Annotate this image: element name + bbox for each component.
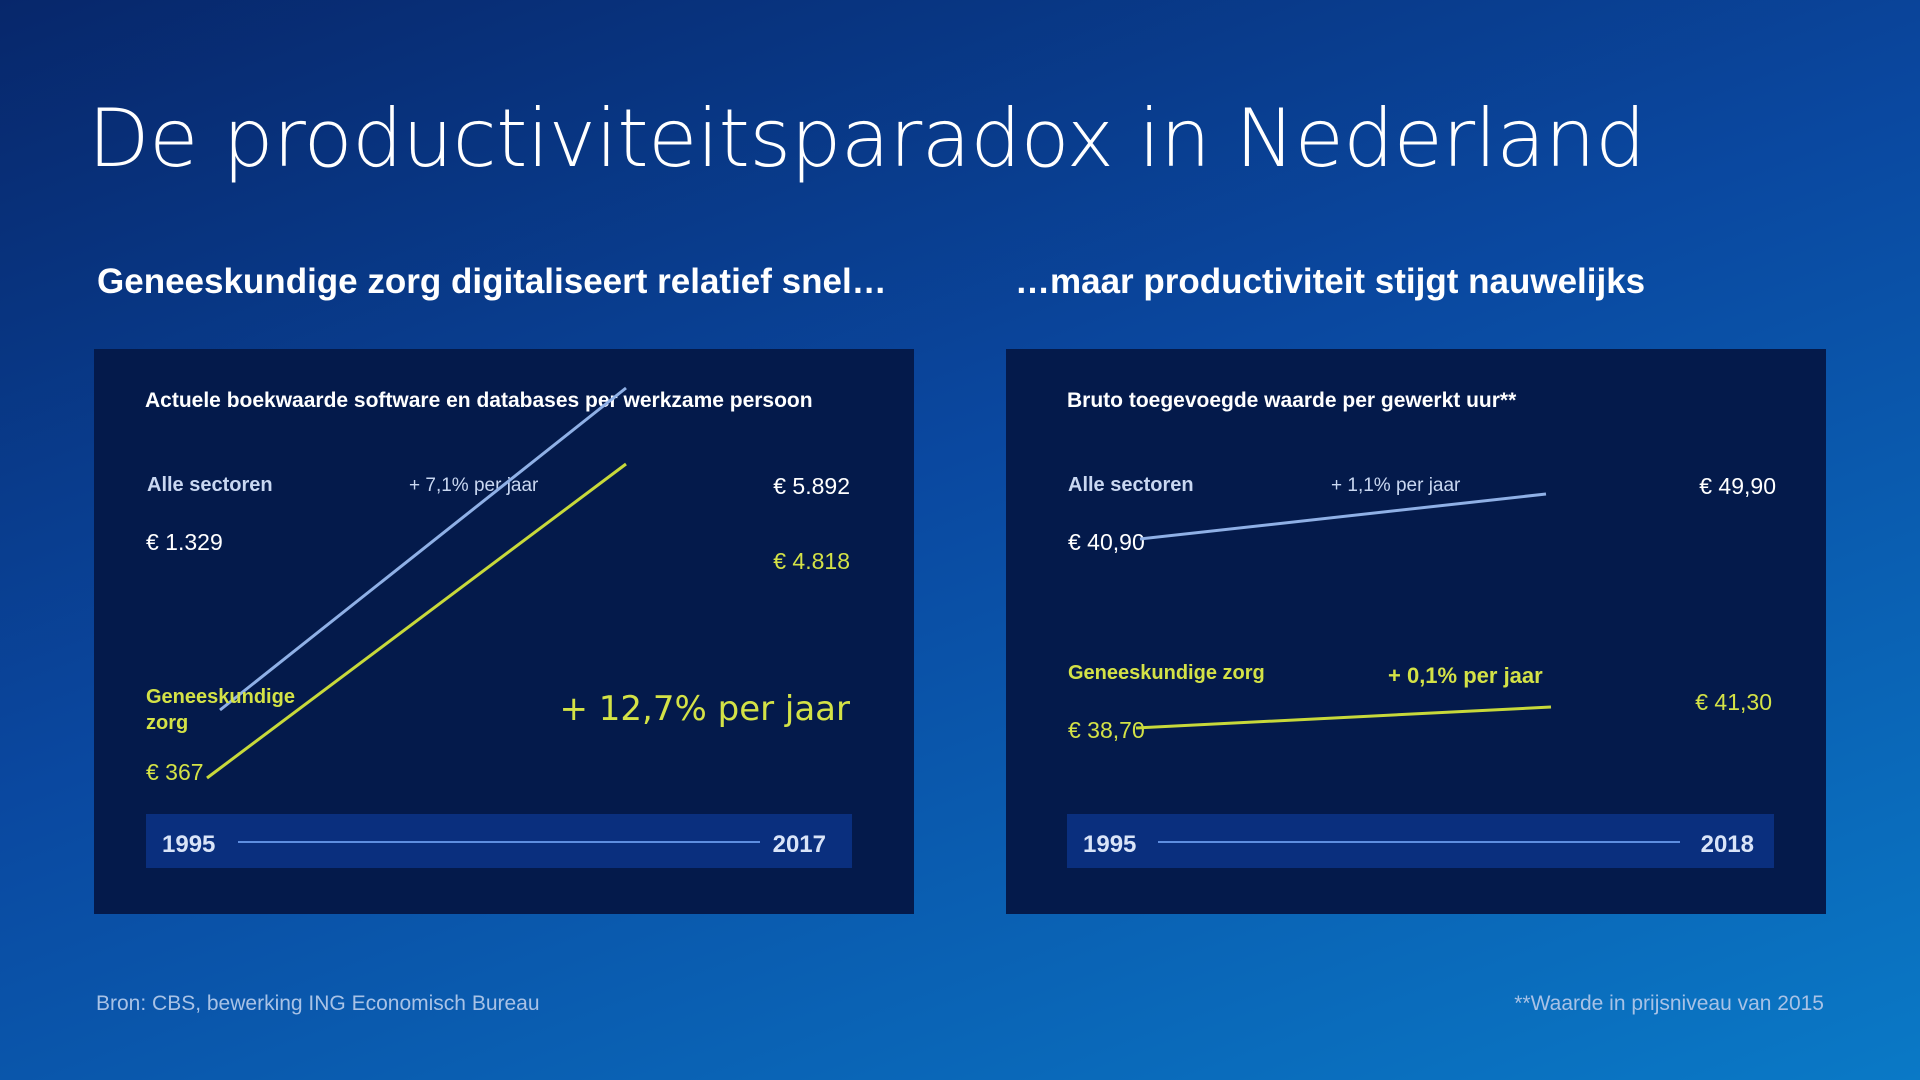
series-line-geneeskundige-zorg bbox=[1135, 705, 1552, 730]
source-note: Bron: CBS, bewerking ING Economisch Bure… bbox=[96, 992, 540, 1015]
series-line-alle-sectoren bbox=[219, 386, 627, 712]
left-chart-panel: Actuele boekwaarde software en databases… bbox=[94, 349, 914, 914]
growth-label-geneeskundige-zorg: + 0,1% per jaar bbox=[1388, 663, 1543, 688]
left-heading: Geneeskundige zorg digitaliseert relatie… bbox=[97, 262, 887, 301]
growth-label-alle-sectoren: + 1,1% per jaar bbox=[1331, 475, 1461, 496]
series-line-alle-sectoren bbox=[1139, 492, 1547, 541]
end-value-geneeskundige-zorg: € 41,30 bbox=[1695, 689, 1772, 715]
end-value-alle-sectoren: € 5.892 bbox=[773, 473, 850, 499]
series-label-line-1: Geneeskundige bbox=[146, 686, 295, 708]
growth-label-geneeskundige-zorg: + 12,7% per jaar bbox=[560, 689, 851, 729]
right-heading: …maar productiviteit stijgt nauwelijks bbox=[1015, 262, 1646, 301]
x-label-start: 1995 bbox=[1083, 831, 1136, 858]
x-label-end: 2018 bbox=[1701, 831, 1754, 858]
right-chart: Bruto toegevoegde waarde per gewerkt uur… bbox=[1067, 389, 1776, 868]
growth-label-alle-sectoren: + 7,1% per jaar bbox=[409, 475, 539, 496]
chart-title: Bruto toegevoegde waarde per gewerkt uur… bbox=[1067, 389, 1517, 412]
series-label-line-2: zorg bbox=[146, 712, 188, 734]
start-value-geneeskundige-zorg: € 38,70 bbox=[1068, 717, 1145, 743]
page-title: De productiviteitsparadox in Nederland bbox=[88, 92, 1646, 185]
x-label-end: 2017 bbox=[773, 831, 826, 858]
footnote: **Waarde in prijsniveau van 2015 bbox=[1514, 992, 1824, 1015]
start-value-alle-sectoren: € 40,90 bbox=[1068, 529, 1145, 555]
left-chart: Actuele boekwaarde software en databases… bbox=[145, 386, 852, 868]
end-value-alle-sectoren: € 49,90 bbox=[1699, 473, 1776, 499]
right-chart-panel: Bruto toegevoegde waarde per gewerkt uur… bbox=[1006, 349, 1826, 914]
start-value-alle-sectoren: € 1.329 bbox=[146, 529, 223, 555]
series-label-alle-sectoren: Alle sectoren bbox=[147, 474, 273, 496]
x-label-start: 1995 bbox=[162, 831, 215, 858]
series-label-geneeskundige-zorg: Geneeskundige zorg bbox=[146, 686, 301, 734]
chart-title: Actuele boekwaarde software en databases… bbox=[145, 389, 813, 412]
series-label-alle-sectoren: Alle sectoren bbox=[1068, 474, 1194, 496]
series-line-geneeskundige-zorg bbox=[206, 462, 627, 780]
series-label-geneeskundige-zorg: Geneeskundige zorg bbox=[1068, 662, 1265, 684]
end-value-geneeskundige-zorg: € 4.818 bbox=[773, 548, 850, 574]
start-value-geneeskundige-zorg: € 367 bbox=[146, 759, 204, 785]
